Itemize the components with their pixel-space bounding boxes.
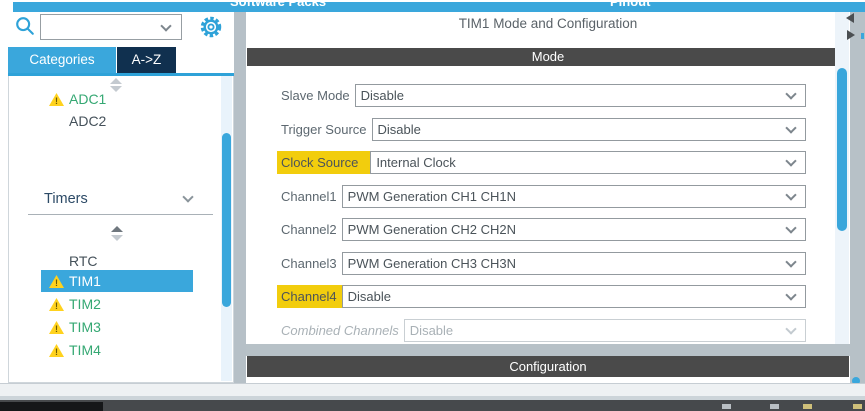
tab-software-packs[interactable]: Software Packs bbox=[230, 2, 326, 9]
combined-channels-select-disabled: Disable bbox=[403, 319, 806, 342]
mode-row-clock-source: Clock Source Internal Clock bbox=[277, 151, 806, 174]
mode-row-channel2: Channel2 PWM Generation CH2 CH2N bbox=[277, 218, 806, 241]
search-input[interactable] bbox=[45, 17, 155, 37]
warning-icon bbox=[49, 275, 64, 288]
divider bbox=[28, 214, 213, 215]
collapse-left-icon[interactable] bbox=[846, 13, 854, 23]
field-label: Trigger Source bbox=[281, 122, 367, 137]
top-tab-bar: Software Packs Pinout bbox=[13, 2, 865, 12]
channel1-select[interactable]: PWM Generation CH1 CH1N bbox=[341, 185, 806, 208]
warning-icon bbox=[49, 298, 64, 311]
blue-marker-icon bbox=[861, 33, 864, 39]
field-label: Channel1 bbox=[281, 189, 337, 204]
mode-row-channel4: Channel4 Disable bbox=[277, 285, 806, 308]
peripheral-tree: ADC1 ADC2 Timers RTC TIM1 TIM2 TIM3 bbox=[8, 76, 234, 383]
tree-item-tim1-selected[interactable]: TIM1 bbox=[41, 270, 193, 292]
search-combobox[interactable] bbox=[40, 14, 182, 40]
scroll-up-icon[interactable] bbox=[111, 226, 123, 232]
tree-item-tim2[interactable]: TIM2 bbox=[9, 293, 209, 315]
field-label: Channel2 bbox=[281, 222, 337, 237]
field-label: Channel3 bbox=[281, 256, 337, 271]
tree-item-rtc[interactable]: RTC bbox=[69, 253, 98, 269]
channel4-select[interactable]: Disable bbox=[341, 285, 806, 308]
slave-mode-select[interactable]: Disable bbox=[354, 84, 806, 107]
splitter-band bbox=[246, 344, 865, 356]
window-bottom-edge bbox=[0, 396, 865, 400]
collapse-right-icon[interactable] bbox=[847, 30, 855, 40]
tray-icon[interactable] bbox=[770, 404, 779, 409]
scroll-down-icon[interactable] bbox=[111, 235, 123, 241]
tree-item-adc2[interactable]: ADC2 bbox=[69, 113, 107, 129]
taskbar[interactable] bbox=[0, 400, 865, 411]
right-edge-strip bbox=[850, 12, 865, 383]
channel3-select[interactable]: PWM Generation CH3 CH3N bbox=[341, 252, 806, 275]
tree-scrollbar-thumb[interactable] bbox=[222, 133, 231, 307]
tree-scrollbar[interactable] bbox=[221, 76, 232, 381]
channel2-select[interactable]: PWM Generation CH2 CH2N bbox=[341, 218, 806, 241]
panel-divider bbox=[234, 12, 246, 383]
tree-item-adc1[interactable]: ADC1 bbox=[9, 88, 209, 110]
configuration-section-header: Configuration bbox=[247, 356, 849, 377]
settings-gear-button[interactable] bbox=[199, 15, 223, 39]
tab-underline bbox=[8, 73, 234, 76]
search-icon bbox=[14, 15, 36, 37]
category-header-timers[interactable]: Timers bbox=[44, 188, 224, 210]
mode-row-trigger-source: Trigger Source Disable bbox=[277, 118, 806, 141]
mode-section-header: Mode bbox=[247, 48, 849, 66]
scroll-down-icon[interactable] bbox=[110, 86, 122, 92]
field-label-highlighted: Channel4 bbox=[277, 285, 342, 308]
trigger-source-select[interactable]: Disable bbox=[371, 118, 806, 141]
panel-title: TIM1 Mode and Configuration bbox=[458, 16, 638, 31]
field-label-disabled: Combined Channels bbox=[281, 323, 399, 338]
clock-source-select[interactable]: Internal Clock bbox=[370, 151, 806, 174]
tree-item-tim4[interactable]: TIM4 bbox=[9, 339, 209, 361]
tab-pinout[interactable]: Pinout bbox=[610, 2, 650, 9]
tab-categories[interactable]: Categories bbox=[8, 47, 116, 73]
scroll-up-icon[interactable] bbox=[110, 78, 122, 84]
tray-icon[interactable] bbox=[853, 404, 862, 409]
field-label: Slave Mode bbox=[281, 88, 350, 103]
blue-dot-icon bbox=[852, 377, 860, 385]
panel-scrollbar[interactable] bbox=[835, 12, 849, 344]
warning-icon bbox=[49, 93, 64, 106]
gear-icon bbox=[200, 16, 222, 38]
taskbar-app-segment[interactable] bbox=[0, 402, 103, 411]
tray-icon[interactable] bbox=[803, 404, 812, 409]
mode-row-channel3: Channel3 PWM Generation CH3 CH3N bbox=[277, 252, 806, 275]
mode-row-combined-channels: Combined Channels Disable bbox=[277, 319, 806, 342]
chevron-down-icon[interactable] bbox=[160, 20, 172, 32]
tray-icon[interactable] bbox=[722, 404, 731, 409]
window-bottom-band bbox=[0, 383, 865, 396]
mode-row-channel1: Channel1 PWM Generation CH1 CH1N bbox=[277, 185, 806, 208]
warning-icon bbox=[49, 344, 64, 357]
chevron-down-icon bbox=[182, 191, 194, 203]
tree-item-tim3[interactable]: TIM3 bbox=[9, 316, 209, 338]
panel-bottom-strip bbox=[246, 377, 850, 383]
panel-scrollbar-thumb[interactable] bbox=[837, 68, 847, 231]
mode-row-slave-mode: Slave Mode Disable bbox=[277, 84, 806, 107]
tab-a-to-z[interactable]: A->Z bbox=[117, 47, 176, 73]
warning-icon bbox=[49, 321, 64, 334]
field-label-highlighted: Clock Source bbox=[277, 151, 371, 174]
